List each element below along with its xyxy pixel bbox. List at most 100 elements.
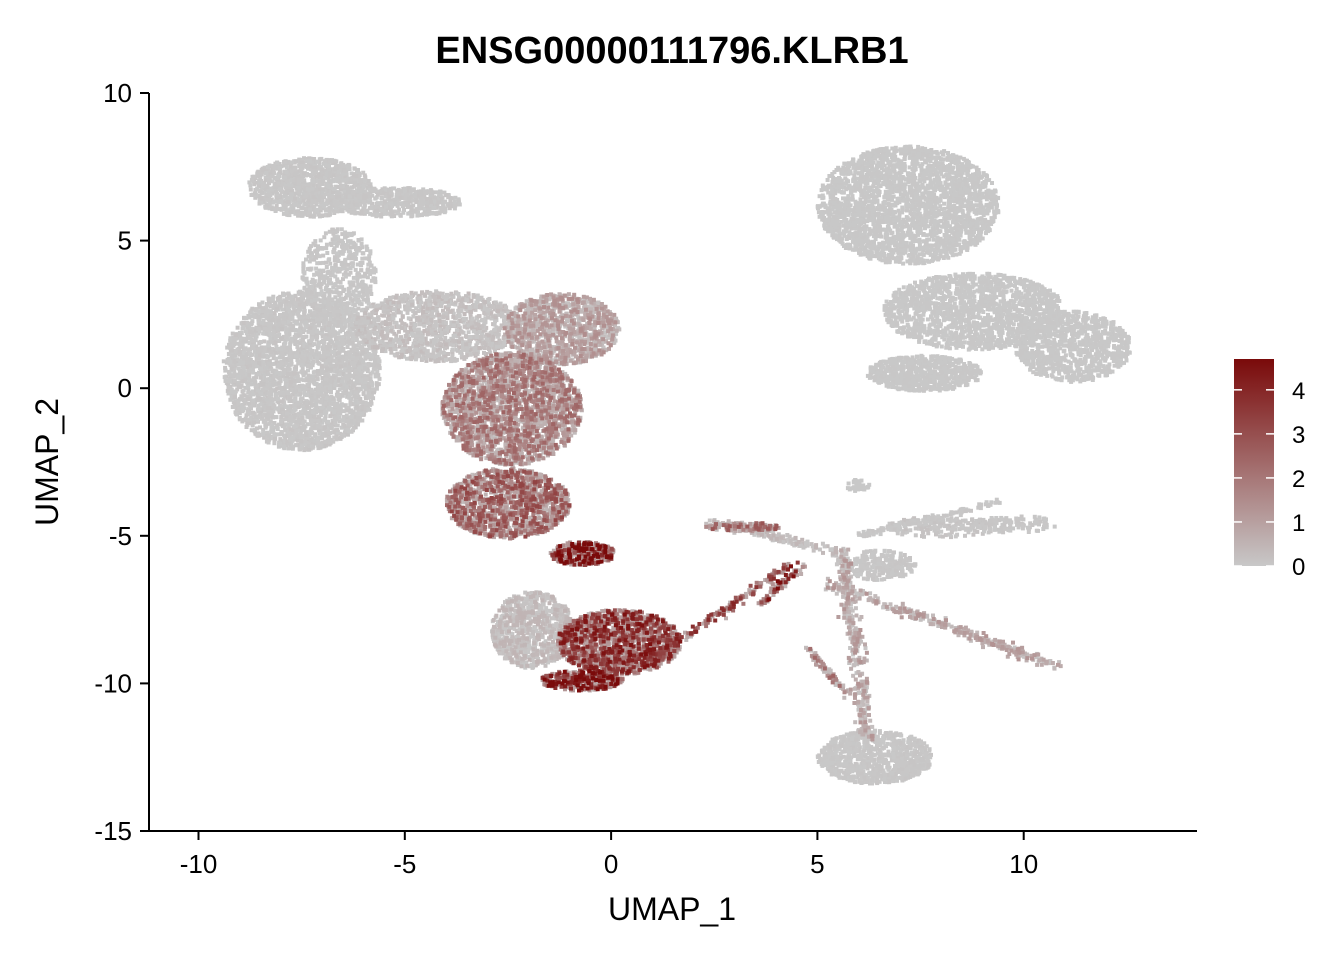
cell-point (311, 200, 315, 204)
cell-point (315, 208, 319, 212)
cell-point (352, 166, 356, 170)
cell-point (250, 307, 254, 311)
cell-point (269, 309, 273, 313)
cell-point (349, 423, 353, 427)
cell-point (345, 409, 349, 413)
cell-point (441, 204, 445, 208)
cell-point (228, 379, 232, 383)
cell-point (359, 210, 363, 214)
cell-point (258, 173, 262, 177)
cell-point (227, 386, 231, 390)
cell-point (284, 186, 288, 190)
cell-point (297, 347, 301, 351)
cell-point (416, 213, 420, 217)
cell-point (363, 196, 367, 200)
cell-point (321, 213, 325, 217)
cell-point (313, 166, 317, 170)
cell-point (364, 402, 368, 406)
cell-point (335, 394, 339, 398)
cell-point (277, 363, 281, 367)
cell-point (320, 168, 324, 172)
cell-point (370, 264, 374, 268)
cell-point (369, 285, 373, 289)
cell-point (453, 200, 457, 204)
cell-point (233, 395, 237, 399)
cell-point (292, 312, 296, 316)
cell-point (289, 328, 293, 332)
cell-point (279, 302, 283, 306)
cell-point (272, 326, 276, 330)
cell-point (348, 209, 352, 213)
cell-point (438, 190, 442, 194)
cell-point (351, 341, 355, 345)
cell-point (448, 204, 452, 208)
cell-point (294, 321, 298, 325)
cell-point (297, 334, 301, 338)
cell-point (335, 436, 339, 440)
cell-point (278, 166, 282, 170)
cell-point (240, 355, 244, 359)
chart-title: ENSG00000111796.KLRB1 (435, 30, 908, 72)
cell-point (305, 165, 309, 169)
cell-point (289, 300, 293, 304)
cell-point (284, 205, 288, 209)
cell-point (355, 203, 359, 207)
cell-point (315, 349, 319, 353)
cell-point (309, 339, 313, 343)
cell-point (277, 377, 281, 381)
cell-point (351, 411, 355, 415)
cell-point (261, 432, 265, 436)
cell-point (341, 179, 345, 183)
cell-point (283, 429, 287, 433)
cell-point (375, 209, 379, 213)
cell-point (352, 276, 356, 280)
cell-point (360, 237, 364, 241)
cell-point (327, 302, 331, 306)
cell-point (310, 179, 314, 183)
cell-point (353, 208, 357, 212)
cell-point (280, 399, 284, 403)
cell-point (294, 172, 298, 176)
cell-point (324, 208, 328, 212)
cell-point (318, 254, 322, 258)
cell-point (270, 304, 274, 308)
cell-point (427, 190, 431, 194)
cell-point (321, 187, 325, 191)
cell-point (341, 163, 345, 167)
cell-point (360, 242, 364, 246)
cell-point (314, 267, 318, 271)
cell-point (303, 286, 307, 290)
cell-point (302, 271, 306, 275)
cell-point (311, 169, 315, 173)
cell-point (299, 435, 303, 439)
cell-point (265, 332, 269, 336)
cell-point (265, 328, 269, 332)
cell-point (242, 340, 246, 344)
cell-point (234, 333, 238, 337)
cell-point (301, 371, 305, 375)
cell-point (319, 406, 323, 410)
cell-point (443, 200, 447, 204)
cell-point (324, 287, 328, 291)
cell-point (353, 400, 357, 404)
cell-point (441, 208, 445, 212)
cell-point (326, 184, 330, 188)
cell-point (283, 160, 287, 164)
cell-point (421, 212, 425, 216)
cell-point (238, 417, 242, 421)
cell-point (376, 193, 380, 197)
cell-point (296, 213, 300, 217)
cell-point (291, 206, 295, 210)
cell-point (332, 334, 336, 338)
cell-point (249, 188, 253, 192)
cell-point (332, 173, 336, 177)
cell-point (240, 404, 244, 408)
cell-point (318, 292, 322, 296)
cell-point (305, 192, 309, 196)
cell-point (358, 275, 362, 279)
cell-point (363, 173, 367, 177)
cell-point (350, 299, 354, 303)
cell-point (268, 193, 272, 197)
cell-point (257, 361, 261, 365)
cell-point (323, 274, 327, 278)
